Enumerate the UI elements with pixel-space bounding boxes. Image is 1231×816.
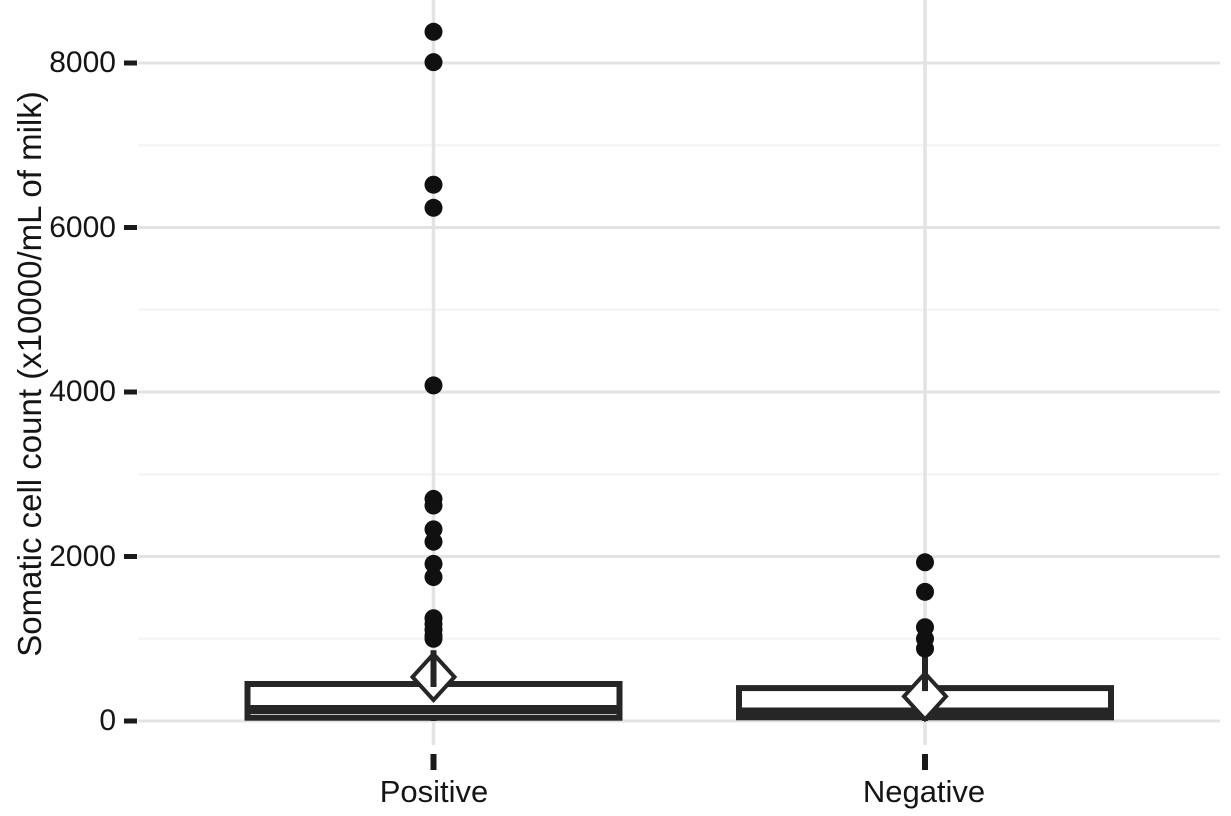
outlier-point-positive	[424, 198, 443, 217]
outlier-point-negative	[916, 639, 934, 658]
outlier-point-positive	[424, 532, 443, 551]
outlier-point-positive	[424, 520, 443, 539]
outlier-point-negative	[916, 553, 934, 572]
outlier-point-positive	[424, 175, 443, 194]
y-tick-label-0: 0	[99, 704, 116, 737]
outlier-point-positive	[424, 496, 443, 515]
y-tick-label-4000: 4000	[49, 375, 116, 408]
x-category-label-positive: Positive	[379, 774, 489, 809]
outlier-point-positive	[424, 554, 443, 573]
outlier-point-negative	[916, 582, 934, 601]
y-tick-label-8000: 8000	[49, 46, 116, 79]
outlier-point-positive	[424, 22, 443, 41]
y-tick-label-2000: 2000	[49, 540, 116, 573]
outlier-point-positive	[424, 629, 443, 648]
x-category-label-negative: Negative	[862, 774, 986, 809]
outlier-point-positive	[424, 376, 443, 395]
y-tick-label-6000: 6000	[49, 211, 116, 244]
outlier-point-positive	[424, 53, 443, 72]
outlier-point-positive	[424, 568, 443, 587]
